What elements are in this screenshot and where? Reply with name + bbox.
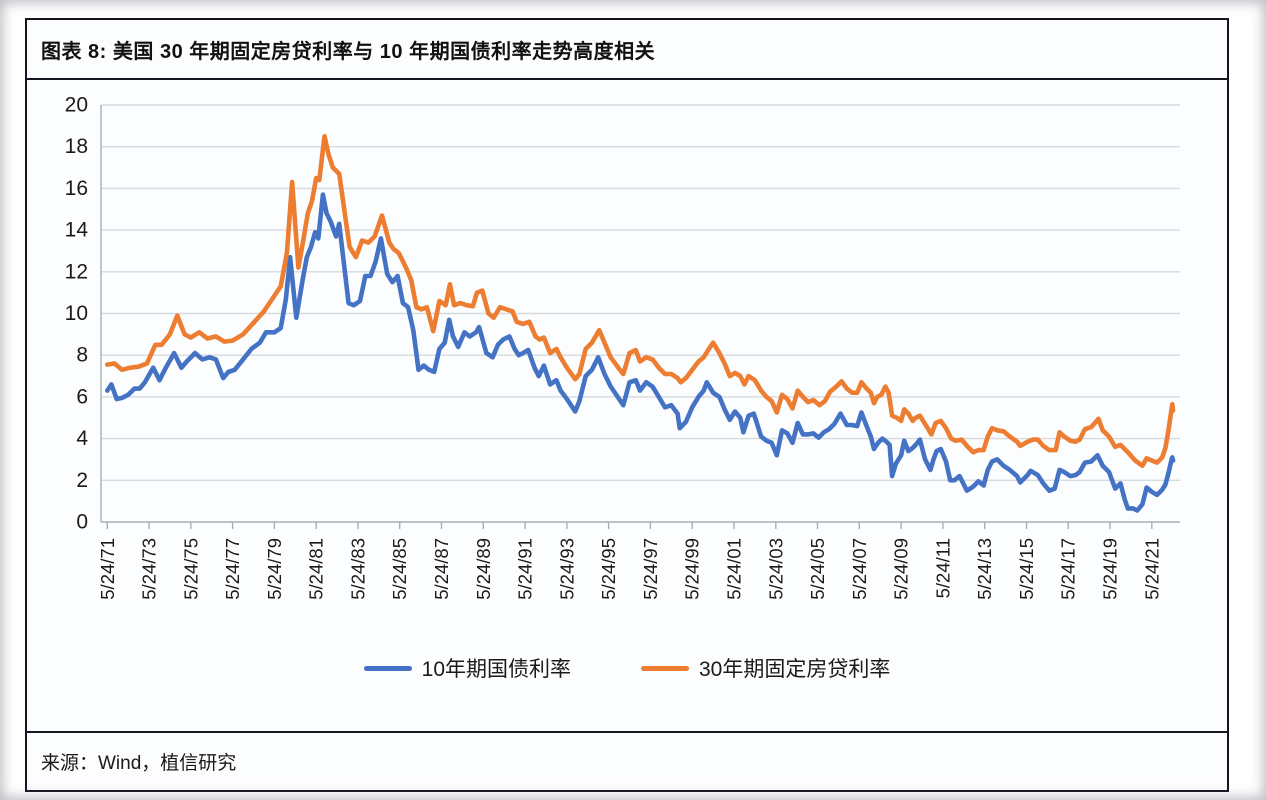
svg-text:2: 2 xyxy=(76,469,88,492)
svg-text:10: 10 xyxy=(65,302,88,325)
rate-chart-svg: 0 2 4 6 8 10 12 14 16 18 20 5/24/71 5/24/73 5/24/75 5/… xyxy=(65,94,1180,600)
svg-text:5/24/01: 5/24/01 xyxy=(724,538,745,600)
svg-text:5/24/07: 5/24/07 xyxy=(849,538,870,600)
svg-text:5/24/83: 5/24/83 xyxy=(348,538,369,600)
rate-chart: 0 2 4 6 8 10 12 14 16 18 20 5/24/71 5/24/73 5/24/75 5/… xyxy=(27,80,1227,729)
svg-text:12: 12 xyxy=(65,260,88,283)
svg-text:4: 4 xyxy=(76,427,88,450)
svg-text:20: 20 xyxy=(65,94,88,117)
treasury-line-swatch xyxy=(363,665,412,671)
svg-text:5/24/73: 5/24/73 xyxy=(139,538,160,600)
svg-text:5/24/05: 5/24/05 xyxy=(807,538,828,600)
svg-text:5/24/85: 5/24/85 xyxy=(389,538,410,600)
svg-text:5/24/93: 5/24/93 xyxy=(556,538,577,600)
svg-text:5/24/81: 5/24/81 xyxy=(306,538,327,600)
svg-text:5/24/09: 5/24/09 xyxy=(891,538,912,600)
svg-text:5/24/99: 5/24/99 xyxy=(682,538,703,600)
svg-text:5/24/91: 5/24/91 xyxy=(515,538,536,600)
svg-text:5/24/97: 5/24/97 xyxy=(640,538,661,600)
svg-text:5/24/87: 5/24/87 xyxy=(431,538,452,600)
svg-text:5/24/17: 5/24/17 xyxy=(1058,538,1079,600)
svg-text:8: 8 xyxy=(76,344,88,367)
source-note: 来源：Wind，植信研究 xyxy=(41,753,237,774)
svg-text:14: 14 xyxy=(65,219,89,242)
svg-text:18: 18 xyxy=(65,135,88,158)
svg-text:5/24/95: 5/24/95 xyxy=(598,538,619,600)
legend-item-mortgage: 30年期固定房贷利率 xyxy=(641,653,890,683)
svg-text:5/24/13: 5/24/13 xyxy=(974,538,995,600)
svg-text:5/24/71: 5/24/71 xyxy=(97,538,118,600)
svg-text:5/24/89: 5/24/89 xyxy=(473,538,494,600)
legend-label-treasury: 10年期国债利率 xyxy=(421,658,571,681)
chart-legend: 10年期国债利率 30年期固定房贷利率 xyxy=(27,646,1227,690)
svg-text:5/24/15: 5/24/15 xyxy=(1016,538,1037,600)
figure-title-bar: 图表 8: 美国 30 年期固定房贷利率与 10 年期国债利率走势高度相关 xyxy=(27,20,1227,80)
figure-title: 图表 8: 美国 30 年期固定房贷利率与 10 年期国债利率走势高度相关 xyxy=(41,40,656,63)
svg-text:5/24/11: 5/24/11 xyxy=(932,538,953,598)
svg-text:5/24/75: 5/24/75 xyxy=(180,538,201,600)
figure-source-bar: 来源：Wind，植信研究 xyxy=(27,731,1227,790)
report-figure: 图表 8: 美国 30 年期固定房贷利率与 10 年期国债利率走势高度相关 0 2… xyxy=(25,18,1229,792)
mortgage-line-swatch xyxy=(641,665,689,671)
svg-text:5/24/19: 5/24/19 xyxy=(1100,538,1121,600)
svg-text:6: 6 xyxy=(76,385,88,408)
legend-label-mortgage: 30年期固定房贷利率 xyxy=(699,658,891,681)
legend-item-treasury: 10年期国债利率 xyxy=(363,653,571,683)
svg-text:5/24/21: 5/24/21 xyxy=(1141,538,1162,600)
svg-text:5/24/79: 5/24/79 xyxy=(264,538,285,600)
svg-text:0: 0 xyxy=(76,511,88,534)
svg-text:5/24/77: 5/24/77 xyxy=(222,538,243,600)
svg-text:5/24/03: 5/24/03 xyxy=(765,538,786,600)
svg-text:16: 16 xyxy=(65,177,88,200)
